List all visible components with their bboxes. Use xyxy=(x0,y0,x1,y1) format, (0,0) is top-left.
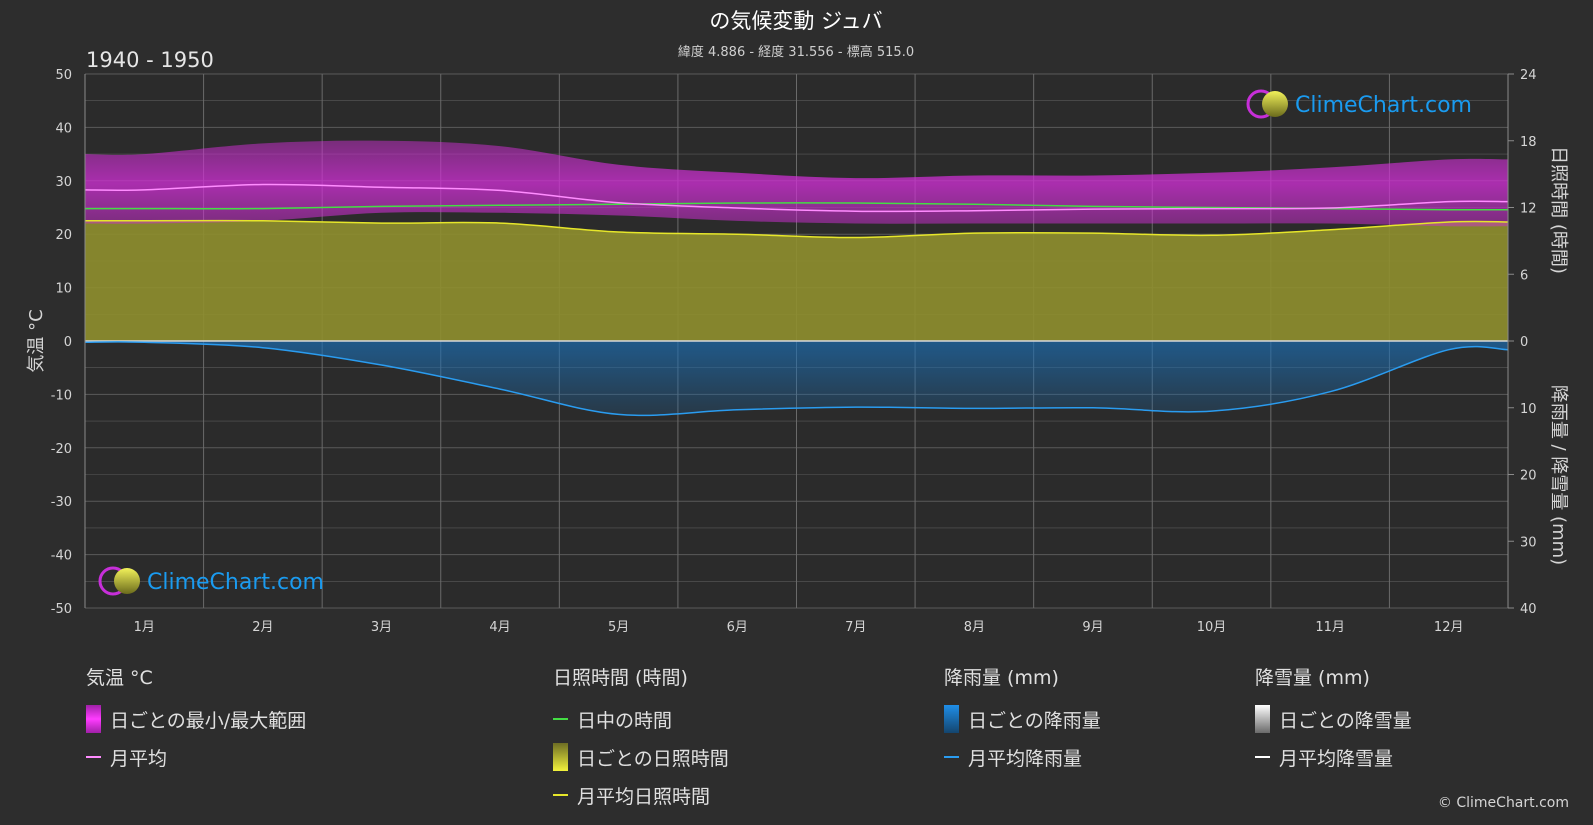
sunshine-area xyxy=(85,220,1508,341)
chart-subtitle: 緯度 4.886 - 経度 31.556 - 標高 515.0 xyxy=(678,44,914,60)
rain-mean-swatch xyxy=(944,756,959,758)
legend-label: 月平均降雪量 xyxy=(1279,747,1394,770)
right-bottom-tick-label: 30 xyxy=(1520,535,1537,550)
legend-label: 月平均 xyxy=(110,747,168,770)
legend-group-snow: 降雪量 (mm) 日ごとの降雪量 月平均降雪量 xyxy=(1255,663,1412,776)
climate-chart: の気候変動 ジュバ 緯度 4.886 - 経度 31.556 - 標高 515.… xyxy=(26,9,1569,635)
left-tick-label: -50 xyxy=(51,602,72,617)
x-tick-label: 2月 xyxy=(252,620,273,635)
temp-range-band xyxy=(85,140,1508,227)
x-tick-label: 3月 xyxy=(371,620,392,635)
x-tick-label: 9月 xyxy=(1082,620,1103,635)
legend-group-rain: 降雨量 (mm) 日ごとの降雨量 月平均降雨量 xyxy=(944,663,1101,776)
temp-range-swatch xyxy=(86,705,101,733)
legend-item-temp-mean: 月平均 xyxy=(86,738,306,776)
chart-title: の気候変動 ジュバ xyxy=(709,9,882,33)
legend-heading: 降雨量 (mm) xyxy=(944,667,1059,689)
right-bottom-tick-label: 40 xyxy=(1520,602,1537,617)
left-tick-label: 0 xyxy=(64,335,72,350)
right-top-tick-label: 12 xyxy=(1520,202,1537,217)
right-top-tick-label: 24 xyxy=(1520,68,1537,83)
right-bottom-tick-label: 10 xyxy=(1520,402,1537,417)
left-tick-label: -20 xyxy=(51,442,72,457)
right-bottom-tick-label: 20 xyxy=(1520,469,1537,484)
right-top-tick-label: 0 xyxy=(1520,335,1528,350)
left-tick-label: 30 xyxy=(55,175,72,190)
x-tick-label: 12月 xyxy=(1434,620,1464,635)
legend-item-rain: 日ごとの降雨量 xyxy=(944,700,1101,738)
x-tick-label: 1月 xyxy=(134,620,155,635)
sunshine-mean-line xyxy=(85,219,1509,239)
x-tick-label: 11月 xyxy=(1315,620,1345,635)
legend-label: 日ごとの最小/最大範囲 xyxy=(110,709,307,732)
legend-item-rain-mean: 月平均降雨量 xyxy=(944,738,1101,776)
x-tick-label: 5月 xyxy=(608,620,629,635)
sunshine-swatch xyxy=(553,743,568,771)
left-axis-title: 気温 °C xyxy=(26,309,47,372)
logo-top: ClimeChart.com xyxy=(1246,89,1472,119)
legend-item-daylight: 日中の時間 xyxy=(553,700,729,738)
legend-label: 日ごとの降雪量 xyxy=(1279,709,1412,732)
logo-sun-icon xyxy=(114,568,140,594)
rain-mean-line xyxy=(84,341,1509,417)
legend-group-sunshine: 日照時間 (時間) 日中の時間 日ごとの日照時間 月平均日照時間 xyxy=(553,663,729,814)
left-tick-label: -30 xyxy=(51,495,72,510)
legend-item-sunshine-mean: 月平均日照時間 xyxy=(553,776,729,814)
temp-mean-swatch xyxy=(86,756,101,758)
left-tick-label: 10 xyxy=(55,282,72,297)
legend-label: 月平均日照時間 xyxy=(577,785,711,808)
left-tick-label: 50 xyxy=(55,68,72,83)
snow-mean-swatch xyxy=(1255,756,1270,758)
rain-swatch xyxy=(944,705,959,733)
left-tick-label: 40 xyxy=(55,121,72,136)
logo-bottom: ClimeChart.com xyxy=(98,566,324,596)
legend-heading: 降雪量 (mm) xyxy=(1255,667,1370,689)
right-axis-title-bottom: 降雨量 / 降雪量 (mm) xyxy=(1548,385,1569,565)
legend-label: 日ごとの日照時間 xyxy=(577,747,729,770)
rain-area xyxy=(85,341,1508,416)
legend-heading: 日照時間 (時間) xyxy=(553,667,688,689)
logo-sun-icon xyxy=(1262,91,1288,117)
x-tick-label: 4月 xyxy=(489,620,510,635)
right-top-tick-label: 18 xyxy=(1520,135,1537,150)
period-label: 1940 - 1950 xyxy=(86,48,214,72)
right-axis-title-top: 日照時間 (時間) xyxy=(1548,146,1569,274)
legend-item-snow-mean: 月平均降雪量 xyxy=(1255,738,1412,776)
temp-mean-line xyxy=(84,183,1509,213)
axes: 50 40 30 20 10 0 -10 -20 -30 -40 -50 24 18 12 6 0 10 20 30… xyxy=(51,68,1537,635)
copyright: © ClimeChart.com xyxy=(1437,795,1569,811)
legend-label: 月平均降雨量 xyxy=(968,747,1083,770)
left-tick-label: -40 xyxy=(51,549,72,564)
left-tick-label: -10 xyxy=(51,388,72,403)
x-tick-label: 6月 xyxy=(727,620,748,635)
snow-swatch xyxy=(1255,705,1270,733)
legend-item-sunshine: 日ごとの日照時間 xyxy=(553,738,729,776)
x-tick-label: 10月 xyxy=(1197,620,1227,635)
daylight-swatch xyxy=(553,718,568,720)
legend-label: 日中の時間 xyxy=(577,709,673,732)
legend-item-snow: 日ごとの降雪量 xyxy=(1255,700,1412,738)
legend-item-temp-range: 日ごとの最小/最大範囲 xyxy=(86,700,306,738)
legend-group-temperature: 気温 °C 日ごとの最小/最大範囲 月平均 xyxy=(86,663,306,776)
x-tick-label: 8月 xyxy=(964,620,985,635)
left-tick-label: 20 xyxy=(55,228,72,243)
legend: 気温 °C 日ごとの最小/最大範囲 月平均 日照時間 (時間) 日中の時間 日ご… xyxy=(0,655,1593,825)
right-top-tick-label: 6 xyxy=(1520,268,1528,283)
sunshine-mean-swatch xyxy=(553,794,568,796)
legend-label: 日ごとの降雨量 xyxy=(968,709,1101,732)
legend-heading: 気温 °C xyxy=(86,667,153,689)
x-tick-label: 7月 xyxy=(845,620,866,635)
series-layer xyxy=(84,140,1509,417)
logo-text: ClimeChart.com xyxy=(1295,93,1472,118)
logo-text: ClimeChart.com xyxy=(147,570,324,595)
